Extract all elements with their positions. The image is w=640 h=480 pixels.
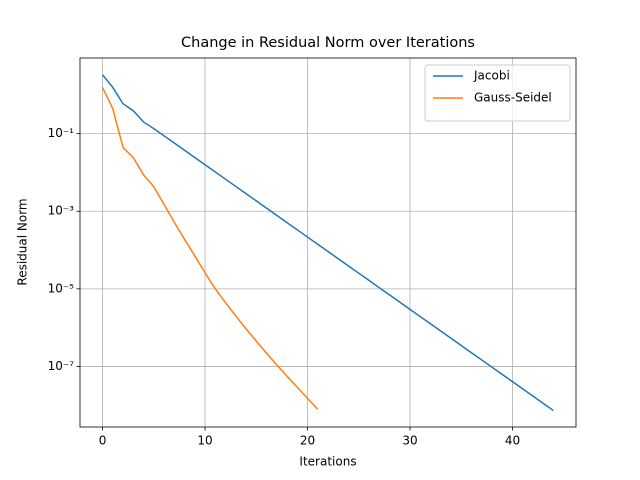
x-axis-label: Iterations (299, 455, 356, 469)
x-tick-label: 0 (99, 434, 107, 448)
x-tick-label: 40 (505, 434, 520, 448)
legend-box (424, 64, 571, 122)
legend-label: Gauss-Seidel (474, 91, 552, 105)
x-tick-label: 30 (402, 434, 417, 448)
series-line (101, 74, 554, 412)
plot-frame (79, 57, 577, 428)
y-axis-label: Residual Norm (16, 198, 30, 285)
y-tick-label: 10⁻³ (48, 204, 75, 218)
y-tick-label: 10⁻⁷ (48, 359, 75, 373)
x-tick-label: 10 (197, 434, 212, 448)
chart-title: Change in Residual Norm over Iterations (181, 35, 475, 51)
y-tick-label: 10⁻¹ (48, 126, 75, 140)
legend: Jacobi Gauss-Seidel (424, 64, 571, 122)
x-tick-label: 20 (300, 434, 315, 448)
series-line (101, 87, 319, 410)
legend-label: Jacobi (473, 69, 510, 83)
y-tick-label: 10⁻⁵ (48, 281, 75, 295)
